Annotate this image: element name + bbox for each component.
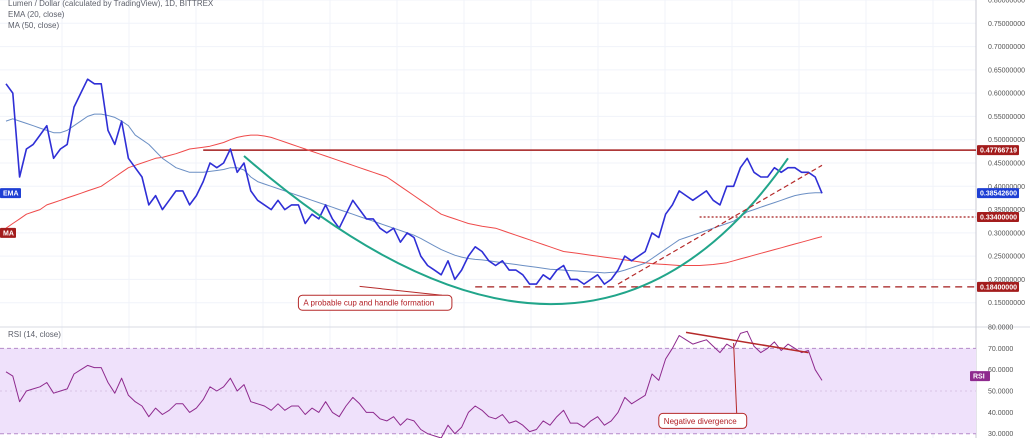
rsi-axis-tick-label: 40.0000 bbox=[988, 410, 1013, 417]
series-tag-label: EMA bbox=[3, 191, 19, 198]
price-tag-label: 0.47766719 bbox=[980, 148, 1017, 155]
price-tag-box bbox=[977, 188, 1019, 199]
price-tag-box bbox=[977, 281, 1019, 292]
price-tag-box bbox=[977, 145, 1019, 156]
price-tag-label: 0.18400000 bbox=[980, 284, 1017, 291]
price-tag-label: 0.33400000 bbox=[980, 215, 1017, 222]
price-series-line bbox=[5, 78, 823, 285]
cup-handle-annotation-box bbox=[297, 294, 453, 311]
price-axis-tick-label: 0.40000000 bbox=[988, 184, 1025, 191]
cup-curve bbox=[243, 155, 789, 305]
price-axis-tick-label: 0.30000000 bbox=[988, 230, 1025, 237]
price-axis-tick-label: 0.25000000 bbox=[988, 254, 1025, 261]
series-tag-label: MA bbox=[3, 230, 14, 237]
negative-divergence-annotation-text: Negative divergence bbox=[664, 417, 737, 426]
ma-legend[interactable]: MA (50, close) bbox=[8, 21, 60, 30]
ema-legend[interactable]: EMA (20, close) bbox=[8, 10, 65, 19]
rsi-tag-label: RSI bbox=[973, 374, 985, 381]
series-tag-box bbox=[0, 188, 21, 199]
price-axis-tick-label: 0.60000000 bbox=[988, 91, 1025, 98]
ema-series-line bbox=[5, 113, 822, 274]
price-axis-tick-label: 0.70000000 bbox=[988, 44, 1025, 51]
cup-handle-annotation-pointer bbox=[359, 285, 442, 296]
rsi-axis-tick-label: 30.0000 bbox=[988, 431, 1013, 438]
rsi-axis-tick-label: 70.0000 bbox=[988, 346, 1013, 353]
divergence-line bbox=[685, 331, 809, 354]
rsi-axis-tick-label: 50.0000 bbox=[988, 389, 1013, 396]
rsi-series-line bbox=[5, 330, 823, 438]
price-tag-label: 0.38542600 bbox=[980, 191, 1017, 198]
ma-series-line bbox=[5, 134, 823, 266]
negative-divergence-annotation-box bbox=[658, 412, 748, 429]
price-tag-box bbox=[977, 212, 1019, 223]
price-axis-tick-label: 0.80000000 bbox=[988, 0, 1025, 5]
price-axis-tick-label: 0.55000000 bbox=[988, 114, 1025, 121]
negative-divergence-annotation-pointer bbox=[733, 342, 738, 414]
price-axis-tick-label: 0.45000000 bbox=[988, 161, 1025, 168]
rsi-legend[interactable]: RSI (14, close) bbox=[8, 330, 61, 339]
rsi-band bbox=[0, 348, 976, 434]
price-axis-tick-label: 0.35000000 bbox=[988, 207, 1025, 214]
price-axis-tick-label: 0.20000000 bbox=[988, 277, 1025, 284]
rsi-axis-tick-label: 60.0000 bbox=[988, 367, 1013, 374]
series-tag-box bbox=[0, 227, 16, 238]
price-axis-tick-label: 0.75000000 bbox=[988, 21, 1025, 28]
handle-trend-line bbox=[617, 164, 823, 285]
rsi-axis-tick-label: 80.0000 bbox=[988, 325, 1013, 332]
main-series-legend[interactable]: Lumen / Dollar (calculated by TradingVie… bbox=[8, 0, 214, 8]
price-axis-tick-label: 0.15000000 bbox=[988, 300, 1025, 307]
cup-handle-annotation-text: A probable cup and handle formation bbox=[303, 299, 434, 308]
rsi-tag-box bbox=[970, 371, 990, 382]
price-axis-tick-label: 0.65000000 bbox=[988, 67, 1025, 74]
price-axis-tick-label: 0.50000000 bbox=[988, 137, 1025, 144]
